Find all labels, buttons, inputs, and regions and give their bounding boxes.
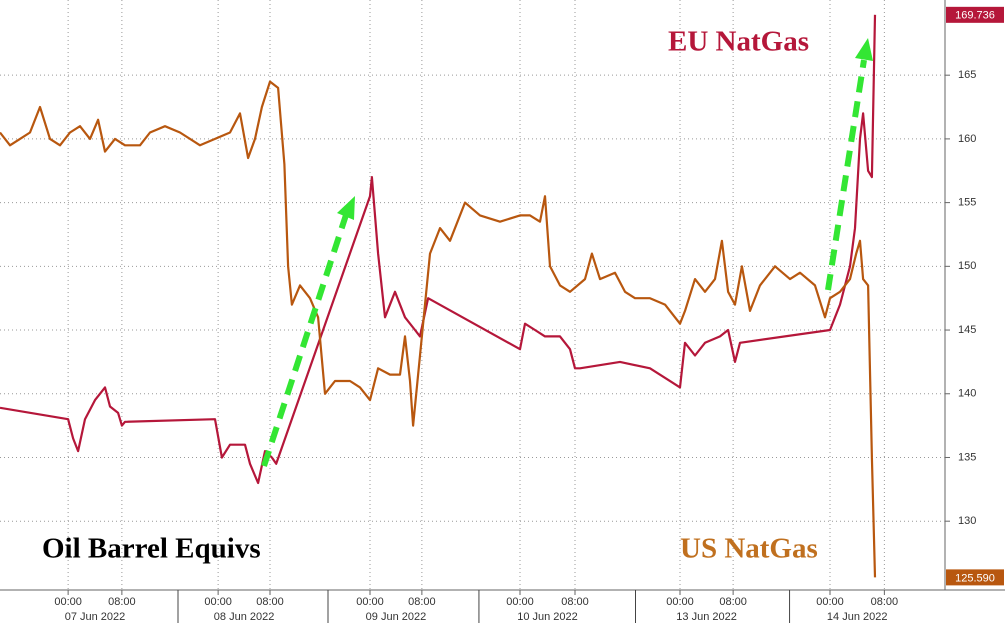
x-tick-label: 00:00 <box>54 596 82 608</box>
date-label: 14 Jun 2022 <box>827 611 888 623</box>
y-tick-label: 130 <box>958 515 976 527</box>
y-tick-label: 145 <box>958 324 976 336</box>
series-line <box>0 80 877 578</box>
date-label: 09 Jun 2022 <box>366 611 427 623</box>
annotation: US NatGas <box>680 533 818 565</box>
y-tick-label: 150 <box>958 260 976 272</box>
date-label: 08 Jun 2022 <box>214 611 275 623</box>
x-tick-label: 00:00 <box>666 596 694 608</box>
date-label: 10 Jun 2022 <box>517 611 578 623</box>
date-label: 07 Jun 2022 <box>65 611 126 623</box>
date-label: 13 Jun 2022 <box>676 611 737 623</box>
arrows <box>261 38 873 467</box>
y-tick-label: 160 <box>958 133 976 145</box>
x-tick-label: 08:00 <box>871 596 899 608</box>
grid <box>0 0 945 590</box>
x-tick-label: 00:00 <box>816 596 844 608</box>
plot-area <box>0 0 945 590</box>
arrow-head <box>337 196 355 220</box>
y-tick-label: 140 <box>958 388 976 400</box>
y-tick-label: 155 <box>958 197 976 209</box>
last-value-box <box>946 569 1004 586</box>
x-tick-label: 00:00 <box>204 596 232 608</box>
y-tick-label: 135 <box>958 451 976 463</box>
lines <box>0 14 877 578</box>
x-tick-label: 08:00 <box>108 596 136 608</box>
last-value-label: 125.590 <box>955 572 995 584</box>
x-tick-label: 08:00 <box>561 596 589 608</box>
y-tick-label: 165 <box>958 69 976 81</box>
x-tick-label: 00:00 <box>506 596 534 608</box>
arrow-line <box>825 59 867 291</box>
x-tick-label: 08:00 <box>719 596 747 608</box>
annotation: EU NatGas <box>668 26 809 58</box>
annotation: Oil Barrel Equivs <box>42 533 261 565</box>
arrow-head <box>855 38 873 61</box>
last-value-box <box>946 6 1004 23</box>
x-tick-label: 08:00 <box>256 596 284 608</box>
arrow-line <box>261 214 349 467</box>
last-value-label: 169.736 <box>955 10 995 22</box>
x-tick-label: 00:00 <box>356 596 384 608</box>
x-tick-label: 08:00 <box>408 596 436 608</box>
